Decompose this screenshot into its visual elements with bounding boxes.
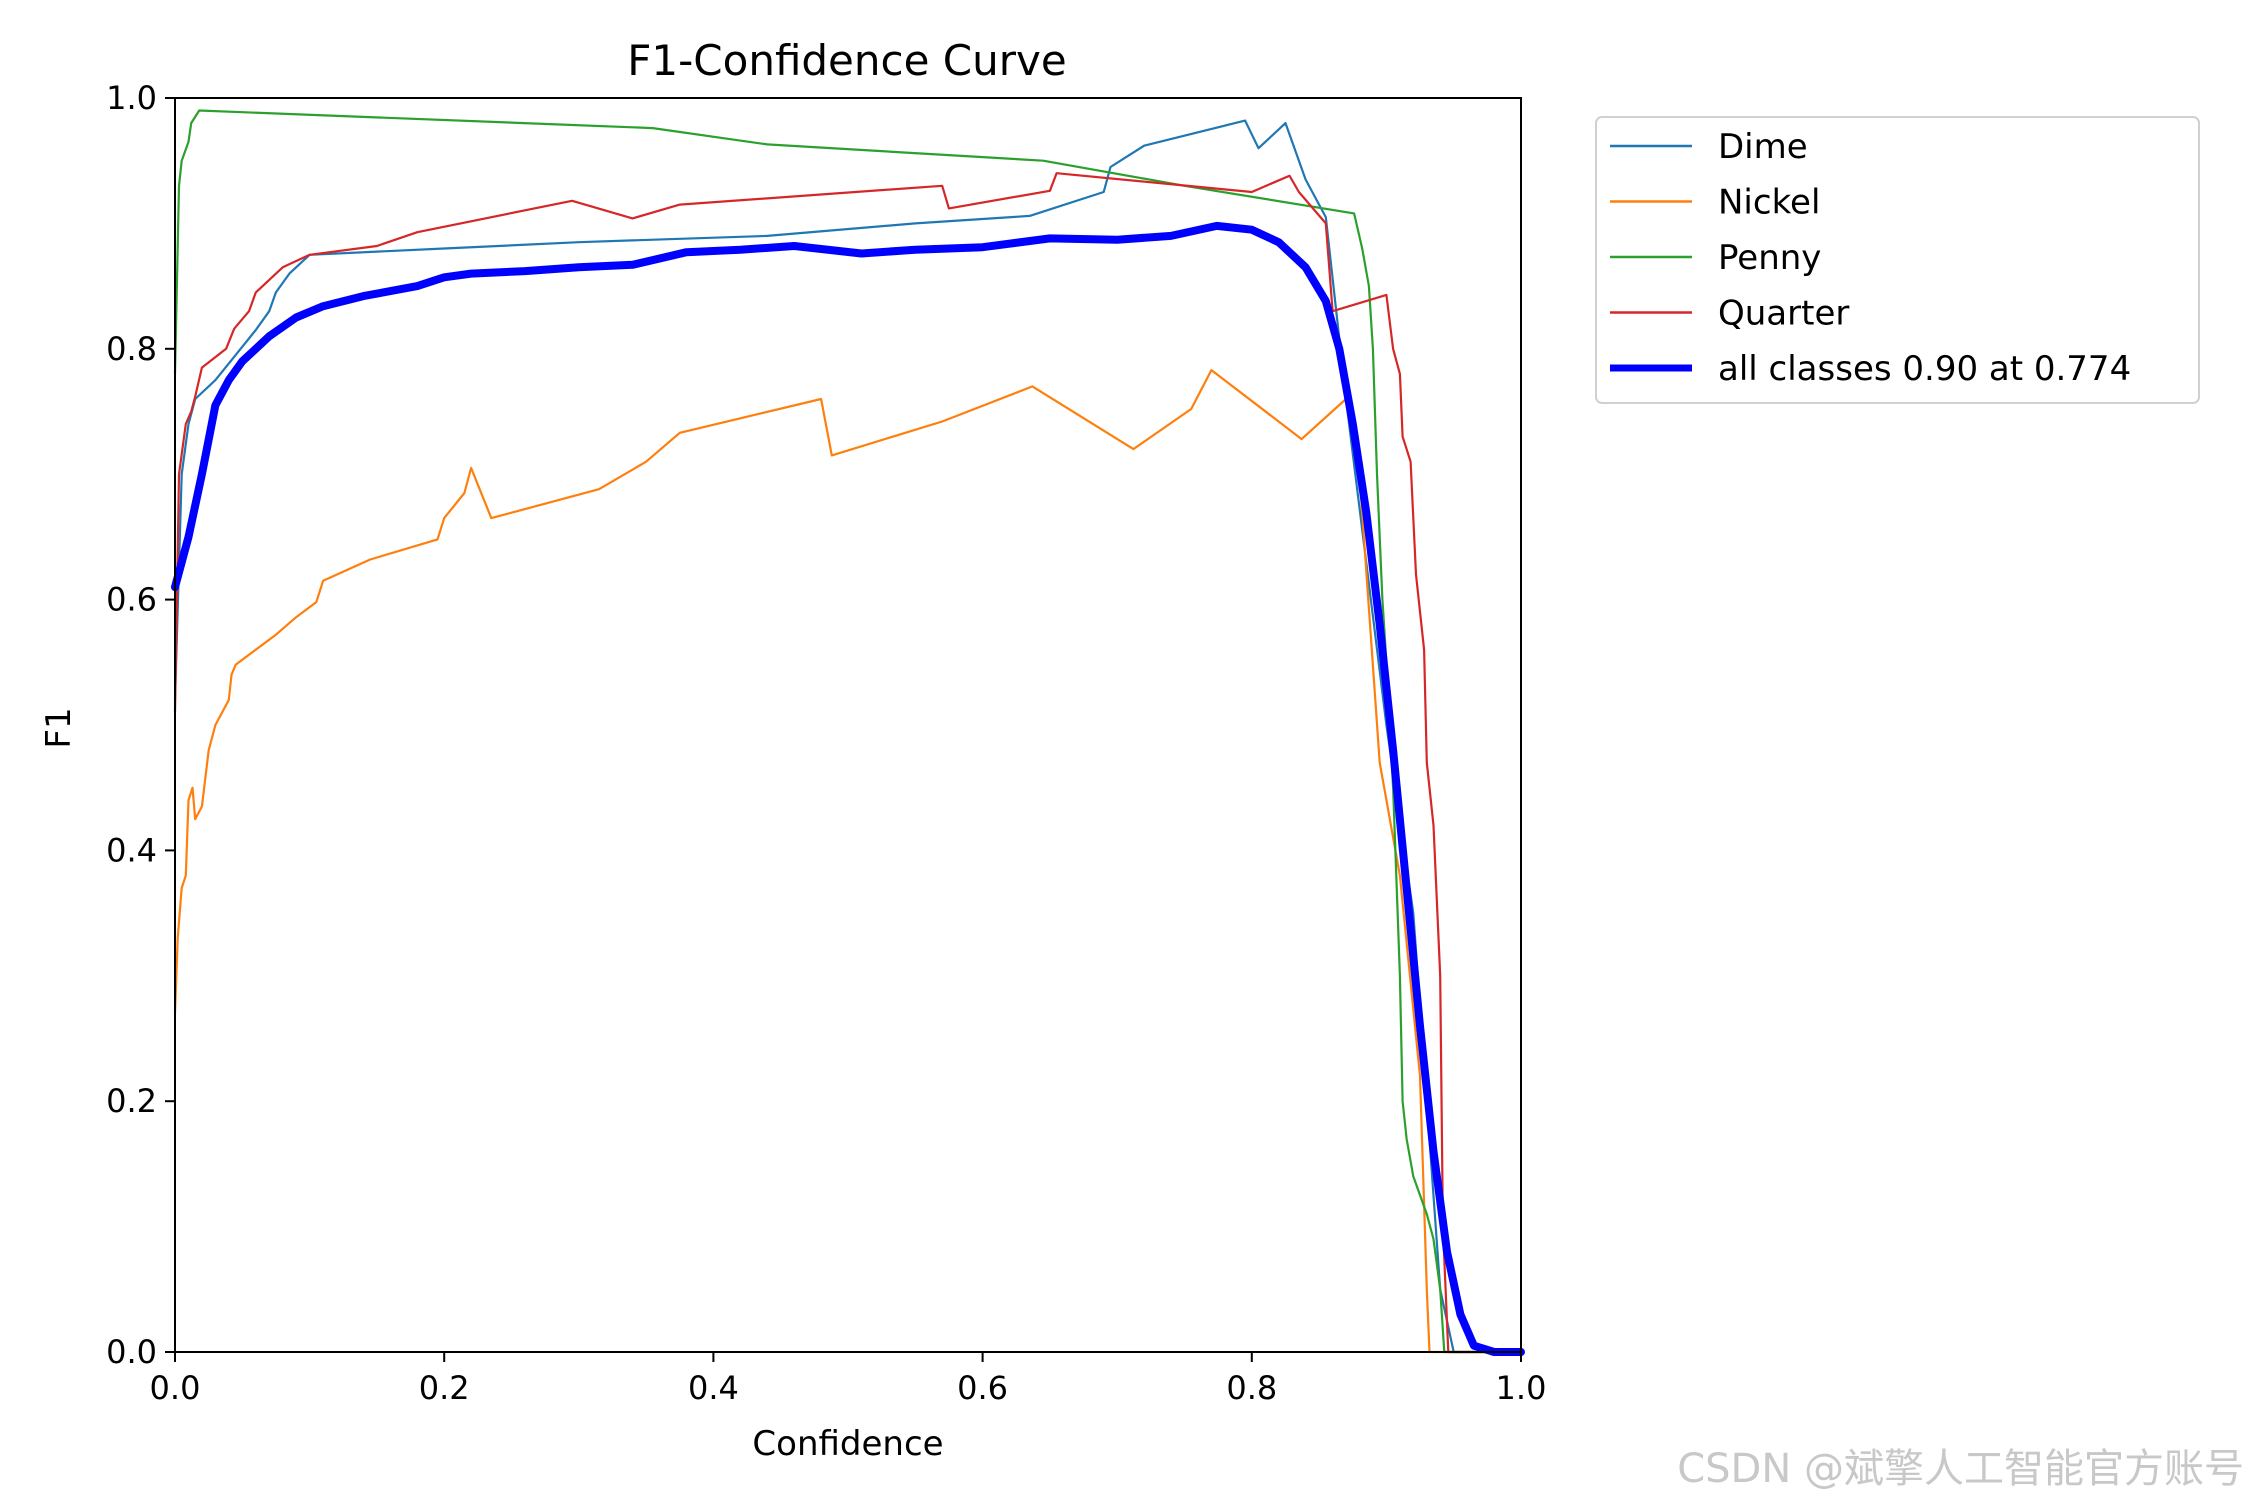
- series-line-all-classes: [171, 221, 1525, 1356]
- y-tick-label: 1.0: [106, 79, 157, 117]
- y-tick-label: 0.8: [106, 330, 157, 368]
- legend-frame: [1595, 116, 2200, 404]
- x-tick-label: 1.0: [1496, 1369, 1547, 1407]
- x-tick-label: 0.4: [688, 1369, 739, 1407]
- x-tick-label: 0.0: [150, 1369, 201, 1407]
- plot-lines: [171, 109, 1525, 1356]
- series-line-dime: [173, 119, 1523, 1354]
- legend-label: Quarter: [1718, 294, 1849, 334]
- x-axis-label: Confidence: [752, 1424, 943, 1464]
- plot-frame: [174, 97, 1522, 1353]
- x-tick-label: 0.8: [1226, 1369, 1277, 1407]
- x-tick-label: 0.2: [419, 1369, 470, 1407]
- legend-label: Nickel: [1718, 183, 1820, 223]
- legend-label: Penny: [1718, 238, 1821, 278]
- y-tick-label: 0.4: [106, 831, 157, 869]
- x-tick-label: 0.6: [957, 1369, 1008, 1407]
- series-line-penny: [173, 109, 1523, 1354]
- axis-ticks: 0.0 0.2 0.4 0.6 0.8 1.0 0.0 0.2 0.4 0.6 0.8 1.0: [106, 79, 1546, 1407]
- y-tick-label: 0.2: [106, 1082, 157, 1120]
- chart-title: F1-Confidence Curve: [627, 36, 1066, 85]
- legend: Dime Nickel Penny Quarter all classes 0.90 a…: [1595, 116, 2200, 404]
- y-axis-label: F1: [39, 707, 79, 748]
- y-tick-label: 0.6: [106, 581, 157, 619]
- watermark-text: CSDN @斌擎人工智能官方账号: [1677, 1446, 2244, 1492]
- series-line-quarter: [173, 172, 1523, 1354]
- legend-label: Dime: [1718, 127, 1808, 167]
- y-tick-label: 0.0: [106, 1333, 157, 1371]
- legend-label: all classes 0.90 at 0.774: [1718, 349, 2131, 389]
